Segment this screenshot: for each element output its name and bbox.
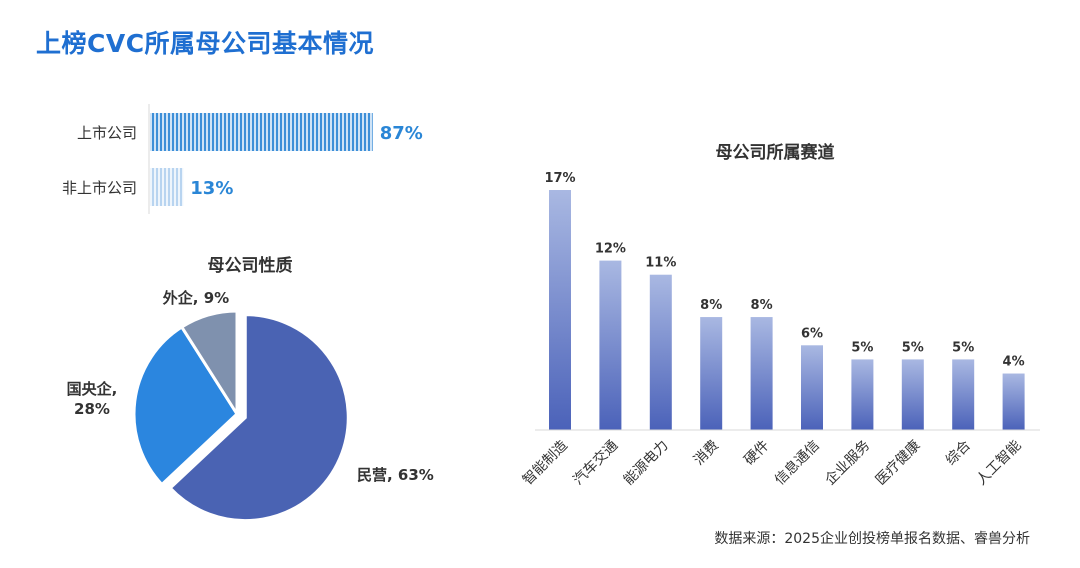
sector-category-label: 智能制造 bbox=[520, 438, 571, 489]
sector-value-label: 5% bbox=[952, 340, 974, 355]
sector-value-label: 17% bbox=[544, 171, 575, 186]
data-source-note: 数据来源：2025企业创投榜单报名数据、睿兽分析 bbox=[714, 531, 1030, 547]
listing-value-label: 87% bbox=[380, 123, 423, 144]
sector-value-label: 12% bbox=[595, 242, 626, 257]
pie-label: 28% bbox=[74, 400, 110, 418]
sector-category-label: 医疗健康 bbox=[872, 437, 924, 489]
pie-slice-民营 bbox=[168, 313, 350, 523]
sector-bar-2 bbox=[649, 274, 672, 430]
pie-title: 母公司性质 bbox=[208, 255, 293, 276]
sector-title: 母公司所属赛道 bbox=[716, 142, 835, 163]
sector-bar-6 bbox=[851, 359, 874, 430]
sector-bar-4 bbox=[750, 317, 773, 430]
sector-category-label: 企业服务 bbox=[822, 437, 874, 489]
sector-value-label: 8% bbox=[751, 298, 773, 313]
sector-value-label: 4% bbox=[1003, 355, 1025, 370]
sector-value-label: 5% bbox=[902, 340, 924, 355]
sector-value-label: 5% bbox=[851, 340, 873, 355]
sector-value-label: 11% bbox=[645, 256, 676, 271]
sector-bar-7 bbox=[901, 359, 924, 430]
sector-category-label: 硬件 bbox=[741, 438, 772, 469]
sector-category-label: 能源电力 bbox=[621, 438, 672, 489]
sector-bar-3 bbox=[700, 317, 723, 430]
sector-category-label: 综合 bbox=[943, 438, 974, 469]
sector-bar-1 bbox=[599, 260, 622, 430]
pie-label: 外企, 9% bbox=[162, 289, 229, 307]
sector-value-label: 6% bbox=[801, 326, 823, 341]
sector-category-label: 信息通信 bbox=[771, 437, 823, 489]
sector-category-label: 汽车交通 bbox=[570, 437, 622, 489]
sector-value-label: 8% bbox=[700, 298, 722, 313]
pie-slice-外企 bbox=[179, 309, 239, 420]
listing-category-label: 上市公司 bbox=[77, 124, 137, 142]
pie-label: 民营, 63% bbox=[357, 466, 434, 484]
listing-category-label: 非上市公司 bbox=[62, 179, 137, 197]
sector-bar-5 bbox=[801, 345, 823, 430]
pie-slice-国央企 bbox=[132, 324, 239, 487]
listing-bar-0 bbox=[150, 113, 373, 151]
pie-label: 国央企, bbox=[67, 380, 118, 398]
page-title: 上榜CVC所属母公司基本情况 bbox=[36, 29, 375, 58]
listing-value-label: 13% bbox=[190, 178, 233, 199]
sector-category-label: 消费 bbox=[691, 438, 722, 469]
listing-bar-1 bbox=[150, 168, 184, 206]
sector-bar-0 bbox=[549, 190, 571, 430]
sector-bar-8 bbox=[952, 359, 975, 430]
sector-category-label: 人工智能 bbox=[974, 438, 1025, 489]
sector-bar-9 bbox=[1002, 373, 1025, 430]
